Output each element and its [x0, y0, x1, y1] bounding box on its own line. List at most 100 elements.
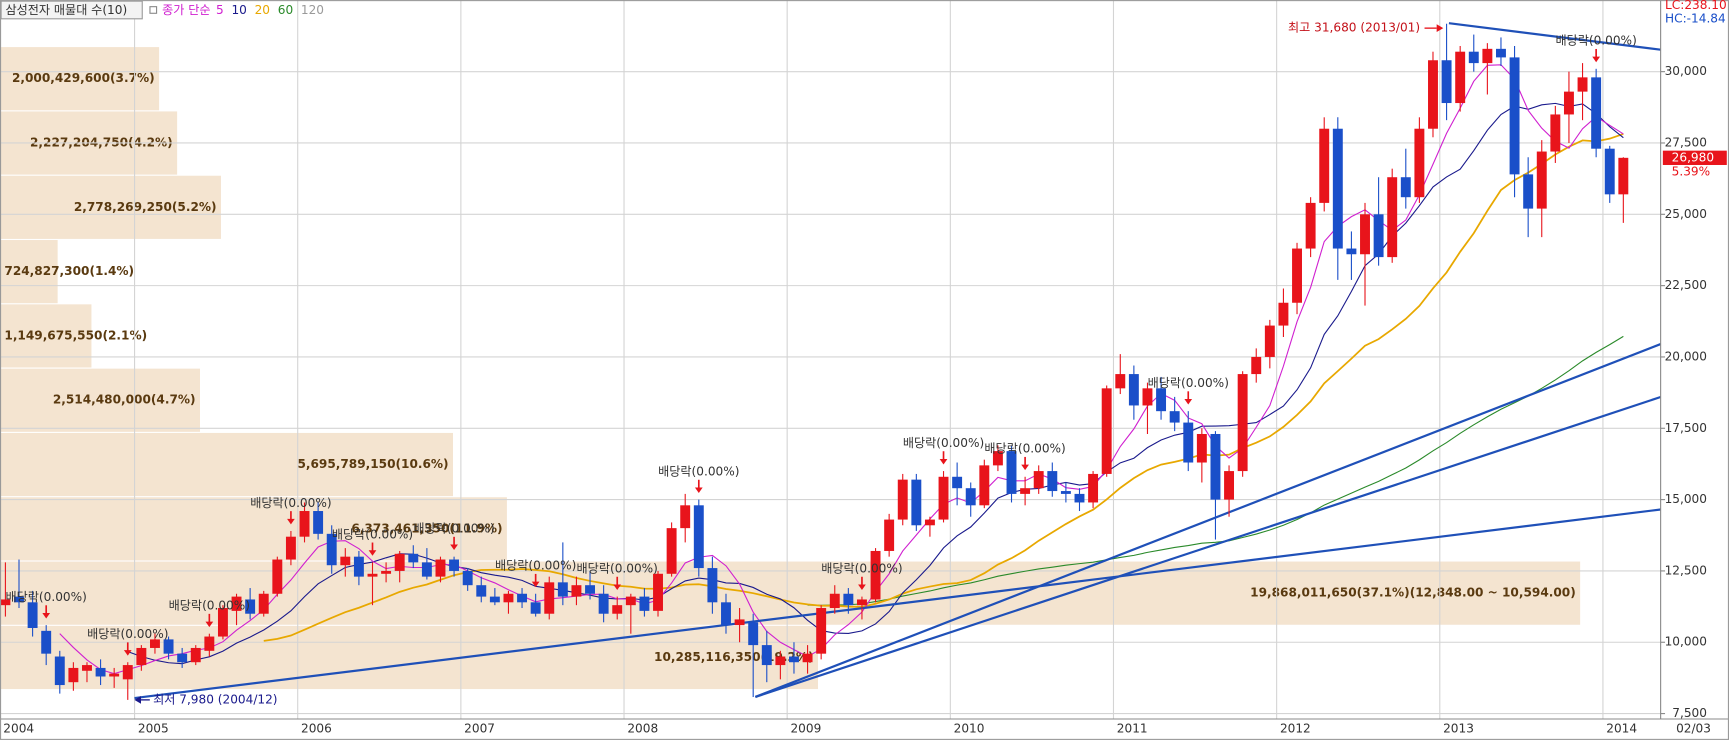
candle-body: [911, 479, 922, 526]
candle-body: [408, 553, 419, 563]
candle-body: [394, 553, 405, 571]
volume-bar: [0, 625, 818, 690]
candle-body: [1400, 177, 1411, 198]
candle-body: [1020, 488, 1031, 494]
moving-average: [127, 102, 1624, 665]
x-tick-label: 2004: [3, 721, 34, 735]
dividend-arrow-head: [613, 584, 622, 590]
y-tick-label: 17,500: [1665, 421, 1707, 435]
candle-body: [789, 656, 799, 663]
candle-body: [1088, 473, 1099, 503]
x-tick-label: 2007: [464, 721, 495, 735]
candle-body: [1387, 177, 1398, 258]
candle-body: [1210, 433, 1221, 500]
candle-body: [272, 559, 283, 594]
moving-average: [59, 64, 1624, 675]
volume-bar: [0, 47, 160, 111]
y-tick-label: 30,000: [1665, 64, 1707, 78]
candle-body: [1169, 411, 1180, 423]
dividend-arrow-head: [1021, 464, 1029, 471]
lc-label: LC:238.10: [1665, 0, 1727, 12]
candle-body: [544, 582, 555, 614]
x-end-label: 02/03: [1676, 721, 1711, 735]
x-tick-label: 2010: [954, 721, 985, 735]
hc-label: HC:-14.84: [1665, 11, 1726, 25]
legend-period: 10: [231, 3, 246, 17]
candle-body: [1604, 148, 1615, 195]
candle-body: [965, 488, 976, 506]
high-arrow-head: [1436, 24, 1444, 33]
volume-label: 1,149,675,550(2.1%): [4, 328, 147, 342]
candle-body: [285, 536, 296, 560]
candle-body: [1292, 248, 1302, 303]
candle-body: [1196, 433, 1207, 463]
legend-box: [149, 6, 158, 14]
candle-body: [1047, 471, 1058, 492]
candle-body: [517, 593, 528, 603]
volume-label: 19,868,011,650(37.1%)(12,848.00 ~ 10,594…: [1250, 586, 1576, 600]
candle-body: [258, 593, 269, 614]
candle-body: [870, 550, 881, 600]
x-tick-label: 2006: [301, 721, 332, 735]
dividend-label: 배당락(0.00%): [577, 562, 658, 576]
trendline: [754, 343, 1662, 698]
dividend-label: 배당락(0.00%): [250, 496, 331, 510]
candle-body: [1550, 114, 1561, 152]
candle-body: [353, 556, 364, 577]
volume-label: 724,827,300(1.4%): [4, 264, 134, 278]
candle-body: [1468, 51, 1479, 64]
candle-body: [1563, 91, 1574, 115]
candle-body: [775, 656, 786, 666]
dividend-label: 배당락(0.00%): [821, 562, 902, 576]
low-arrow-head: [134, 696, 141, 704]
candle-body: [149, 639, 160, 648]
title-box: [0, 0, 143, 20]
volume-profile: 10,285,116,350(19.2%) 19,868,011,650(37.1…: [0, 47, 1581, 690]
moving-average: [807, 335, 1624, 606]
candle-body: [598, 593, 609, 614]
candle-body: [829, 593, 840, 609]
dividend-arrow-head: [1592, 56, 1600, 63]
x-tick-label: 2012: [1280, 721, 1311, 735]
candle-body: [449, 559, 460, 571]
candle-body: [1033, 471, 1044, 489]
candle-body: [1128, 374, 1139, 406]
candles: [0, 23, 1629, 700]
dividend-label: 배당락(0.00%): [87, 627, 168, 641]
candle-body: [1183, 422, 1194, 463]
volume-label: 2,514,480,000(4.7%): [53, 393, 196, 407]
candle-body: [1618, 157, 1629, 195]
candle-body: [1319, 128, 1330, 203]
candle-body: [1156, 388, 1167, 412]
grid: [0, 0, 1661, 719]
low-label: 최저 7,980 (2004/12): [153, 692, 277, 706]
trendline: [754, 395, 1661, 698]
candle-body: [748, 622, 759, 646]
candle-body: [231, 596, 242, 611]
y-tick-label: 25,000: [1665, 207, 1707, 221]
candle-body: [721, 602, 731, 626]
candle-body: [54, 656, 65, 686]
volume-label: 2,000,429,600(3.7%): [12, 71, 155, 85]
candle-body: [1441, 60, 1452, 104]
candle-body: [571, 585, 582, 597]
candle-body: [163, 639, 174, 654]
candle-body: [503, 593, 514, 603]
y-tick-label: 7,500: [1672, 706, 1707, 720]
candle-body: [217, 608, 228, 637]
y-tick-label: 10,000: [1665, 635, 1707, 649]
volume-label: 5,695,789,150(10.6%): [297, 457, 448, 471]
candle-body: [1115, 374, 1126, 389]
candle-body: [190, 647, 201, 663]
candle-body: [136, 647, 147, 666]
candle-body: [557, 582, 568, 597]
x-tick-label: 2011: [1117, 721, 1148, 735]
candle-body: [27, 602, 38, 628]
candle-body: [122, 665, 133, 680]
dividend-arrow-head: [123, 650, 132, 656]
trendline: [134, 508, 1661, 700]
candle-body: [1006, 451, 1017, 494]
